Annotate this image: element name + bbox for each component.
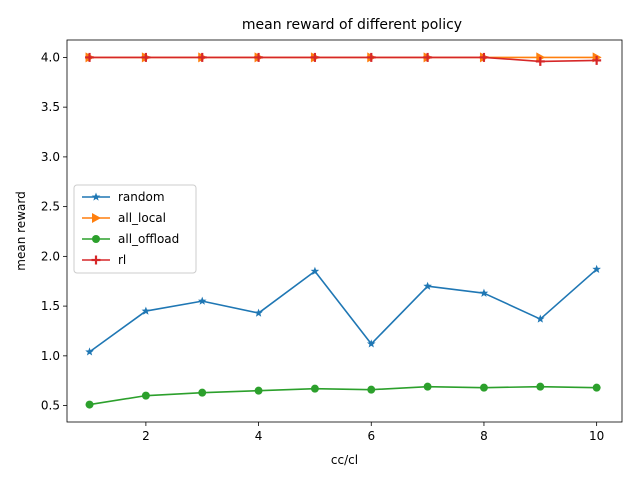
legend-marker bbox=[92, 213, 101, 223]
data-point bbox=[479, 52, 489, 62]
x-tick-label: 2 bbox=[142, 429, 150, 443]
y-tick-label: 4.0 bbox=[41, 50, 60, 64]
data-point bbox=[536, 382, 545, 391]
y-tick-label: 2.0 bbox=[41, 249, 60, 263]
legend-item: random bbox=[82, 190, 165, 204]
x-axis-label: cc/cl bbox=[331, 453, 358, 467]
legend-label: rl bbox=[118, 253, 126, 267]
legend-label: all_local bbox=[118, 211, 166, 225]
x-tick-label: 4 bbox=[255, 429, 263, 443]
data-point bbox=[254, 308, 263, 317]
data-point bbox=[85, 400, 94, 409]
data-point bbox=[366, 52, 376, 62]
x-tick-label: 8 bbox=[480, 429, 488, 443]
data-point bbox=[592, 55, 602, 65]
data-point bbox=[310, 384, 319, 393]
x-tick-label: 6 bbox=[367, 429, 375, 443]
data-point bbox=[536, 314, 545, 323]
data-point bbox=[479, 383, 488, 392]
data-point bbox=[310, 266, 320, 275]
legend-box bbox=[73, 184, 197, 274]
data-point bbox=[197, 52, 207, 62]
legend-item: all_offload bbox=[82, 232, 179, 246]
data-point bbox=[366, 339, 376, 348]
y-tick-label: 1.5 bbox=[41, 299, 60, 313]
axis-ticks: 2 4 6 8 10 0.5 1.0 1.5 2.0 2.5 3.0 3.5 4.0 bbox=[41, 50, 604, 443]
y-tick-label: 3.5 bbox=[41, 100, 60, 114]
data-point bbox=[197, 296, 207, 305]
data-point bbox=[592, 264, 601, 273]
plot-frame bbox=[66, 39, 623, 423]
data-point bbox=[592, 383, 601, 392]
data-point bbox=[479, 288, 489, 297]
legend-marker bbox=[92, 235, 100, 243]
legend-marker bbox=[91, 192, 101, 201]
series-all-offload bbox=[85, 382, 601, 409]
data-point bbox=[198, 388, 207, 397]
y-tick-label: 2.5 bbox=[41, 200, 60, 214]
legend-label: random bbox=[118, 190, 165, 204]
data-point bbox=[310, 52, 320, 62]
y-tick-label: 1.0 bbox=[41, 349, 60, 363]
series-line bbox=[89, 56, 597, 63]
data-point bbox=[423, 382, 432, 391]
y-axis-label: mean reward bbox=[14, 191, 28, 270]
data-point bbox=[423, 281, 432, 290]
series-random bbox=[85, 264, 601, 356]
chart-title: mean reward of different policy bbox=[242, 17, 462, 33]
series-line bbox=[89, 268, 598, 353]
series-line bbox=[89, 385, 597, 406]
data-point bbox=[254, 52, 264, 62]
data-point bbox=[141, 391, 150, 400]
data-point bbox=[367, 385, 376, 394]
legend-marker bbox=[91, 255, 101, 265]
legend-item: all_local bbox=[82, 211, 166, 225]
legend-item: rl bbox=[82, 253, 126, 267]
x-tick-label: 10 bbox=[589, 429, 604, 443]
data-point bbox=[141, 306, 151, 315]
series-rl bbox=[85, 52, 602, 66]
data-point bbox=[85, 52, 95, 62]
data-point bbox=[254, 386, 263, 395]
y-tick-label: 3.0 bbox=[41, 150, 60, 164]
legend-label: all_offload bbox=[118, 232, 179, 246]
data-point bbox=[535, 56, 545, 66]
data-point bbox=[85, 347, 94, 356]
data-point bbox=[423, 52, 433, 62]
data-point bbox=[141, 52, 151, 62]
series-layer bbox=[85, 52, 602, 409]
y-tick-label: 0.5 bbox=[41, 399, 60, 413]
